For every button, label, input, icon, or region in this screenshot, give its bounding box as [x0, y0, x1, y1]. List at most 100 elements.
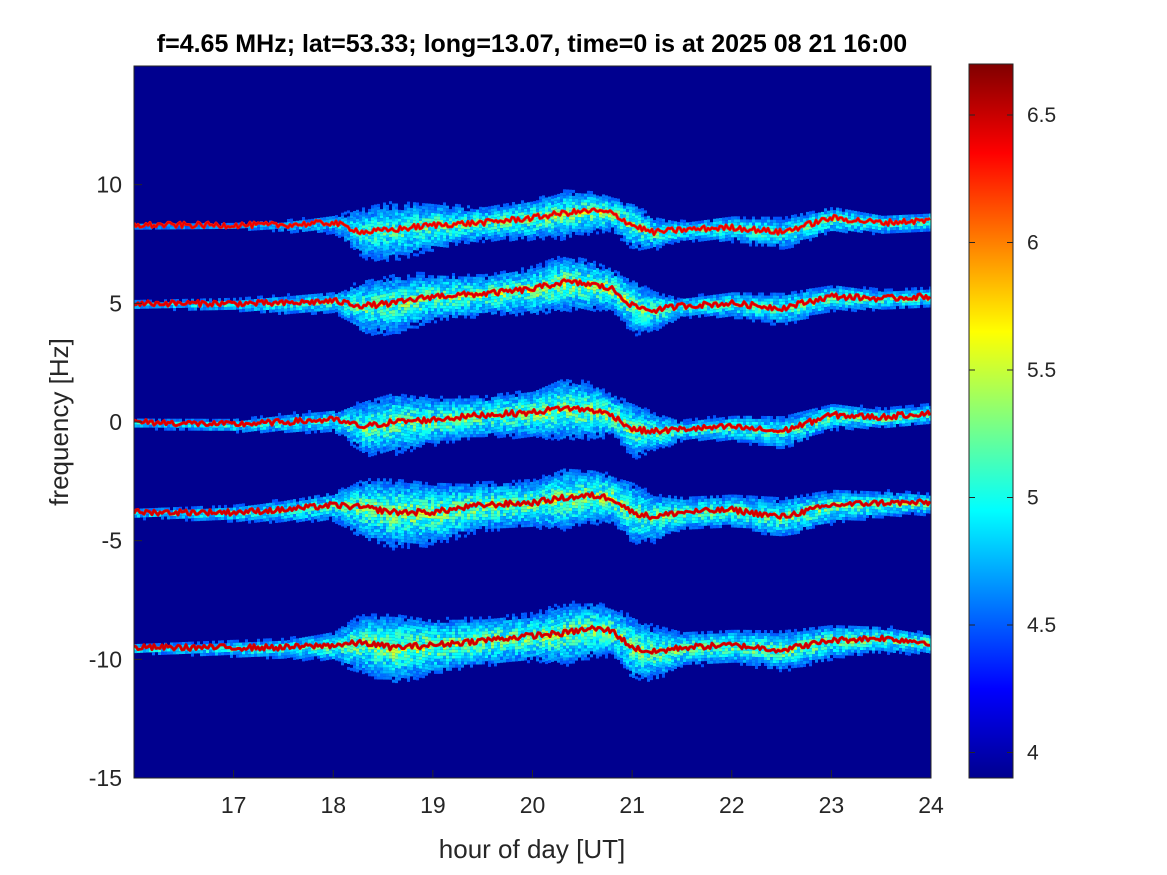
heat-cell [620, 214, 623, 218]
heat-cell [575, 289, 578, 293]
heat-cell [554, 206, 557, 210]
heat-cell [557, 273, 560, 277]
heat-cell [452, 288, 455, 291]
heat-cell [380, 285, 383, 289]
heat-cell [497, 298, 500, 302]
heat-cell [389, 331, 392, 335]
heat-cell [638, 290, 641, 294]
heat-cell [635, 236, 638, 240]
heat-cell [779, 310, 782, 314]
heat-cell [929, 286, 931, 290]
heat-cell [353, 223, 356, 226]
heat-cell [377, 289, 380, 293]
heat-cell [590, 203, 593, 206]
heat-cell [452, 209, 455, 213]
heat-cell [893, 227, 896, 231]
heat-cell [470, 276, 473, 280]
heat-cell [575, 292, 578, 296]
heat-cell [443, 238, 446, 242]
heat-cell [389, 304, 392, 308]
heat-cell [569, 222, 572, 226]
heat-cell [620, 299, 623, 303]
heat-cell [440, 241, 443, 244]
heat-cell [443, 275, 446, 279]
heat-cell [137, 305, 140, 309]
heat-cell [584, 264, 587, 268]
heat-cell [629, 212, 632, 216]
heat-cell [563, 298, 566, 302]
heat-cell [701, 220, 704, 224]
heat-cell [590, 191, 593, 194]
heat-cell [740, 301, 743, 305]
heat-cell [521, 312, 524, 316]
heat-cell [224, 298, 227, 301]
heat-cell [644, 234, 647, 238]
heat-cell [464, 214, 467, 217]
heat-cell [629, 294, 632, 298]
heat-cell [398, 292, 401, 296]
heat-cell [290, 295, 293, 299]
heat-cell [641, 328, 644, 332]
heat-cell [314, 308, 317, 312]
heat-cell [149, 226, 152, 230]
heat-cell [602, 294, 605, 298]
heat-cell [626, 215, 629, 219]
heat-cell [911, 214, 914, 218]
heat-cell [395, 236, 398, 240]
heat-cell [389, 213, 392, 217]
heat-cell [821, 310, 824, 314]
heat-cell [503, 294, 506, 298]
heat-cell [572, 198, 575, 202]
heat-cell [665, 237, 668, 241]
heat-cell [428, 242, 431, 246]
heat-cell [605, 272, 608, 276]
heat-cell [623, 315, 626, 319]
heat-cell [788, 318, 791, 322]
heat-cell [401, 213, 404, 217]
heat-cell [608, 276, 611, 280]
heat-cell [647, 317, 650, 321]
heat-cell [902, 302, 905, 306]
heat-cell [566, 299, 569, 303]
heat-cell [521, 297, 524, 301]
heat-cell [413, 310, 416, 314]
heat-cell [890, 227, 893, 231]
heat-cell [722, 229, 725, 233]
heat-cell [830, 213, 833, 217]
heat-cell [827, 309, 830, 313]
heat-cell [341, 315, 344, 319]
heat-cell [350, 292, 353, 296]
heat-cell [518, 221, 521, 225]
heat-cell [317, 224, 320, 227]
heat-cell [569, 234, 572, 238]
heat-cell [389, 274, 392, 278]
heat-cell [641, 211, 644, 215]
heat-cell [605, 284, 608, 288]
heat-cell [389, 210, 392, 214]
heat-cell [812, 210, 815, 214]
heat-cell [731, 234, 734, 238]
heat-cell [608, 270, 611, 274]
heat-cell [395, 295, 398, 298]
heat-cell [605, 222, 608, 226]
heat-cell [452, 300, 455, 303]
heat-cell [557, 223, 560, 227]
heat-cell [566, 275, 569, 279]
heat-cell [443, 217, 446, 221]
heat-cell [338, 298, 341, 302]
heat-cell [551, 216, 554, 220]
heat-cell [779, 298, 782, 302]
heat-cell [455, 218, 458, 222]
heat-cell [524, 287, 527, 291]
heat-cell [590, 304, 593, 308]
heat-cell [410, 231, 413, 235]
heat-cell [662, 320, 665, 324]
heat-cell [362, 207, 365, 211]
heat-cell [596, 207, 599, 211]
heat-cell [566, 296, 569, 300]
heat-cell [404, 295, 407, 299]
heat-cell [542, 309, 545, 313]
heat-cell [386, 311, 389, 315]
heat-cell [536, 221, 539, 225]
heat-cell [761, 316, 764, 320]
